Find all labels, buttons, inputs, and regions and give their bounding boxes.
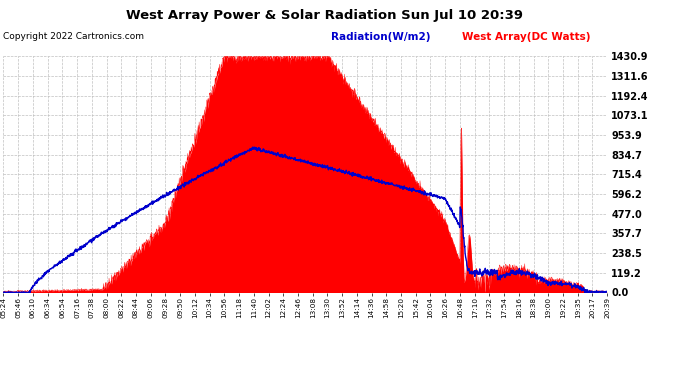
Text: Copyright 2022 Cartronics.com: Copyright 2022 Cartronics.com xyxy=(3,32,144,41)
Text: West Array(DC Watts): West Array(DC Watts) xyxy=(462,32,591,42)
Text: Radiation(W/m2): Radiation(W/m2) xyxy=(331,32,431,42)
Text: West Array Power & Solar Radiation Sun Jul 10 20:39: West Array Power & Solar Radiation Sun J… xyxy=(126,9,523,22)
